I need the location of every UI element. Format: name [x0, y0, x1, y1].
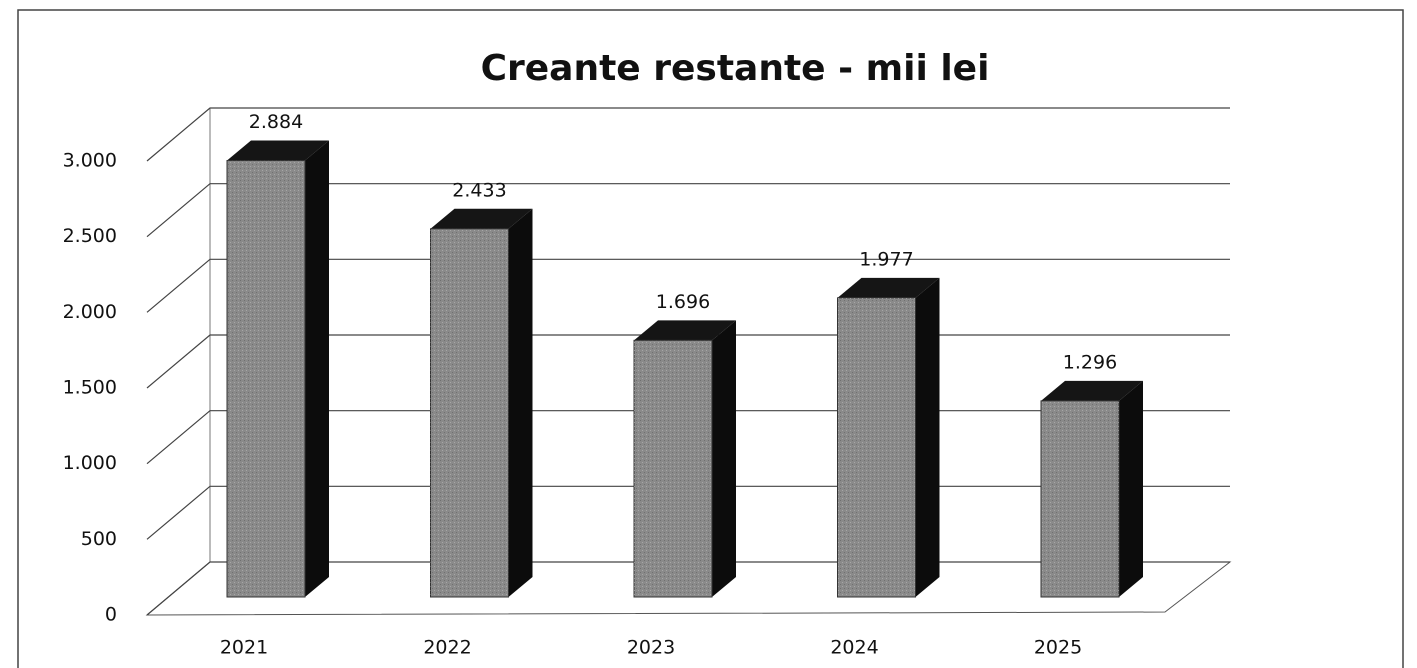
- bar-texture: [430, 228, 509, 597]
- bar: [226, 140, 329, 598]
- y-tick-label: 1.000: [63, 452, 117, 474]
- bar-texture: [227, 160, 305, 597]
- y-tick-label: 1.500: [63, 377, 117, 399]
- value-label: 1.977: [859, 248, 913, 270]
- x-tick-label: 2025: [1034, 637, 1082, 659]
- bar-texture: [1041, 400, 1119, 597]
- y-tick-label: 3.000: [63, 150, 117, 172]
- bar-texture: [837, 297, 916, 597]
- value-label: 1.696: [656, 291, 710, 313]
- chart-border: [17, 9, 1404, 668]
- bar: [633, 320, 736, 598]
- value-label: 2.884: [249, 111, 303, 133]
- x-tick-label: 2024: [830, 637, 878, 659]
- bar-side: [508, 208, 533, 597]
- bar-top: [430, 208, 533, 229]
- bar-side: [915, 277, 940, 597]
- value-label: 1.296: [1063, 351, 1117, 373]
- y-tick-label: 2.500: [63, 225, 117, 247]
- bar-top: [837, 277, 940, 298]
- bar: [837, 277, 940, 598]
- bar-texture: [634, 340, 712, 597]
- x-tick-label: 2022: [423, 637, 471, 659]
- bar-side: [1119, 380, 1143, 597]
- bar-side: [712, 320, 736, 597]
- bar: [430, 208, 533, 598]
- grid-line: [146, 183, 1230, 238]
- chart-title: Creante restante - mii lei: [481, 48, 990, 89]
- value-label: 2.433: [452, 179, 506, 201]
- x-tick-label: 2023: [627, 637, 675, 659]
- bar-top: [634, 320, 736, 341]
- grid-line: [146, 107, 1230, 162]
- grid-line: [146, 258, 1230, 313]
- bar: [1040, 380, 1143, 598]
- y-tick-label: 2.000: [63, 301, 117, 323]
- bar-side: [305, 140, 329, 597]
- y-tick-label: 0: [105, 604, 117, 626]
- y-tick-label: 500: [81, 528, 117, 550]
- bar-top: [1041, 380, 1143, 401]
- bar-top: [227, 140, 329, 161]
- x-tick-label: 2021: [220, 637, 268, 659]
